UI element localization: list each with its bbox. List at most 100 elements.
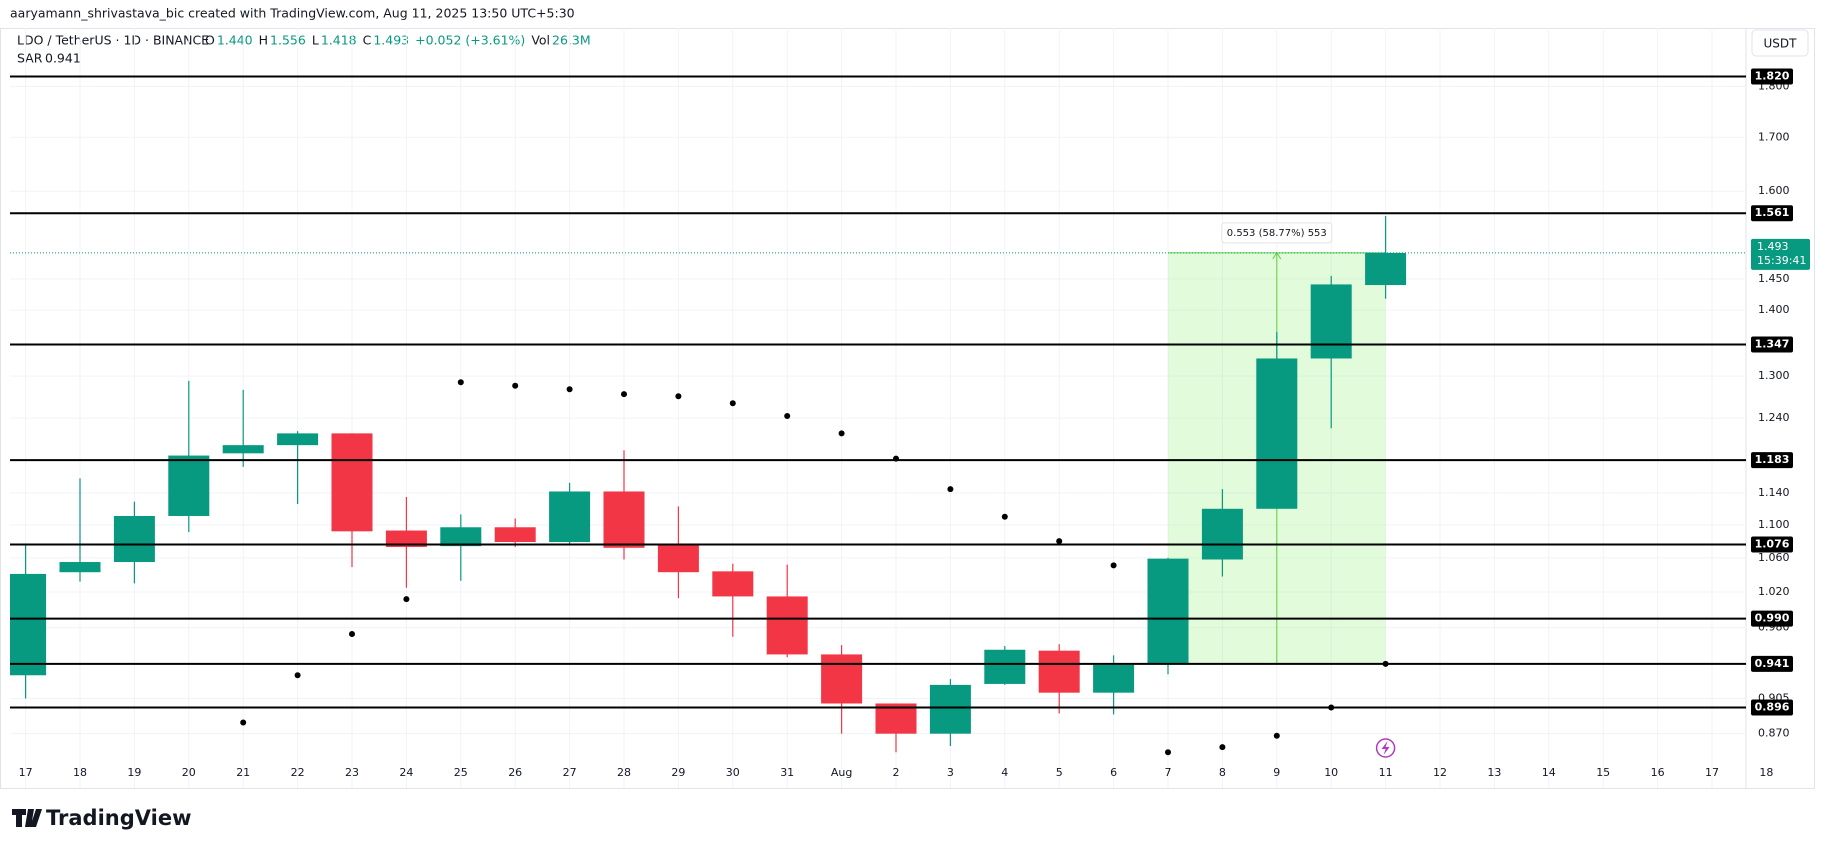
ohlc-value: 1.556 [270,33,306,48]
x-tick-label: 10 [1324,766,1338,779]
x-tick-label: 29 [671,766,685,779]
level-tag [1751,336,1793,353]
x-tick-label: 8 [1219,766,1226,779]
level-tag [1751,655,1793,672]
brand: TradingView [46,806,191,830]
x-tick-label: 24 [399,766,413,779]
level-tag [1751,452,1793,469]
candle-body [440,527,482,547]
y-tick-label: 1.700 [1758,130,1790,143]
candle-body [1310,284,1352,359]
sar-dot [566,386,573,393]
x-tick-label: 30 [726,766,740,779]
level-label: 1.561 [1755,206,1790,219]
candle-body [222,445,264,454]
x-tick-label: 3 [947,766,954,779]
currency[interactable]: USDT [1764,37,1798,51]
level-label: 0.990 [1755,612,1790,625]
logo: TradingView [12,806,191,830]
level-tag [1751,610,1793,627]
sar-dot [512,382,519,389]
sar-label: SAR [17,51,43,66]
sar-dot [1219,744,1226,751]
x-tick-label: 26 [508,766,522,779]
x-tick-label: 9 [1273,766,1280,779]
ohlc-label: O [205,33,215,48]
level-tag [1751,68,1793,85]
candle-body [549,491,591,542]
volume-value: 26.3M [552,33,591,48]
candle-body [657,544,699,573]
sar-dot [294,672,301,679]
sar-dot [1001,513,1008,520]
sar-dot [784,413,791,420]
candle-body [984,649,1026,684]
candle-body [168,455,210,516]
x-tick-label: 13 [1487,766,1501,779]
candle-body [821,654,863,704]
change: +0.052 (+3.61%) [415,33,525,48]
countdown: 15:39:41 [1757,254,1806,267]
sar-dot [729,400,736,407]
candle-body [766,596,808,655]
candle-body [1365,252,1407,286]
sar-dot [1165,749,1171,756]
level-label: 0.941 [1755,657,1790,670]
x-tick-label: 21 [236,766,250,779]
candle-body [603,491,645,548]
event-bolt [1381,741,1390,755]
x-tick-label: 27 [563,766,577,779]
x-tick-label: 19 [127,766,141,779]
x-tick-label: 5 [1056,766,1063,779]
candle-body [494,527,536,542]
x-tick-label: 16 [1651,766,1665,779]
x-tick-label: 12 [1433,766,1447,779]
sar-dot [1110,562,1117,569]
x-tick-label: 25 [454,766,468,779]
ohlc-label: L [312,33,319,48]
x-tick-label: 22 [291,766,305,779]
y-tick-label: 1.240 [1758,411,1790,424]
level-label: 1.347 [1755,337,1790,350]
credit: aaryamann_shrivastava_bic created with T… [10,6,575,21]
level-tag [1751,205,1793,222]
level-tag [1751,536,1793,553]
x-tick-label: 6 [1110,766,1117,779]
x-tick-label: 14 [1542,766,1556,779]
sar-dot [240,719,247,726]
y-tick-label: 1.450 [1758,272,1790,285]
sar-value: 0.941 [45,51,81,66]
y-tick-label: 0.870 [1758,727,1790,740]
candle-body [712,571,754,597]
candle-body [1201,508,1243,560]
sar-dot [457,379,464,386]
x-tick-label: 15 [1596,766,1610,779]
symbol: LDO / TetherUS · 1D · BINANCE [17,33,209,48]
ohlc-label: C [363,33,372,48]
candle-body [385,530,427,547]
x-tick-label: 31 [780,766,794,779]
sar-dot [621,391,627,398]
x-tick-label: 7 [1165,766,1172,779]
candle-body [1038,650,1080,693]
frame [0,28,1815,789]
sar-dot [349,631,355,638]
x-tick-label: 17 [1705,766,1719,779]
sar-dot [947,486,954,493]
ohlc-value: 1.418 [321,33,357,48]
currency-button[interactable] [1751,29,1809,57]
measure-label-box [1221,222,1333,244]
candle-body [113,515,155,563]
candle-body [1093,664,1135,693]
ohlc-value: 1.493 [373,33,409,48]
candle-body [331,433,373,532]
x-tick-label: 17 [19,766,33,779]
sar-dot [838,430,845,437]
sar-dot [403,596,410,603]
sar-dot [1056,538,1063,545]
plot [10,28,1746,788]
sar-dot [1273,732,1280,739]
candle-body [10,573,47,676]
level-label: 1.183 [1755,453,1790,466]
y-tick-label: 1.300 [1758,369,1790,382]
